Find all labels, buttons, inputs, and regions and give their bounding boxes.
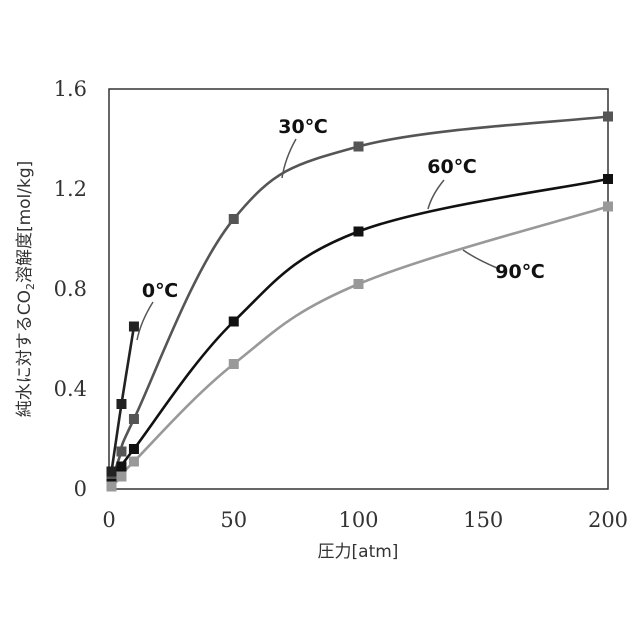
data-point-90c bbox=[354, 279, 364, 289]
data-point-30c bbox=[116, 447, 126, 457]
data-point-90c bbox=[603, 202, 613, 212]
y-tick-label: 0.4 bbox=[54, 377, 87, 401]
x-axis-title: 圧力[atm] bbox=[318, 542, 399, 562]
series-label-leader-0c bbox=[137, 302, 153, 340]
series-lines bbox=[112, 117, 609, 487]
series-label-leader-60c bbox=[428, 180, 444, 209]
x-tick-label: 100 bbox=[338, 508, 378, 532]
data-point-30c bbox=[603, 112, 613, 122]
data-point-60c bbox=[229, 317, 239, 327]
data-point-30c bbox=[129, 414, 139, 424]
series-line-60c bbox=[112, 179, 609, 484]
data-point-30c bbox=[229, 214, 239, 224]
series-label-leader-90c bbox=[463, 250, 497, 268]
x-tick-label: 0 bbox=[102, 508, 115, 532]
series-label-30c: 30℃ bbox=[278, 116, 327, 138]
series-markers bbox=[106, 112, 613, 492]
y-axis-ticks: 0 0.4 0.8 1.2 1.6 bbox=[54, 77, 87, 501]
data-point-30c bbox=[354, 142, 364, 152]
data-point-0c bbox=[116, 399, 126, 409]
x-tick-label: 50 bbox=[220, 508, 247, 532]
series-line-30c bbox=[112, 117, 609, 482]
data-point-0c bbox=[129, 322, 139, 332]
y-axis-title-main: 純水に対するCO bbox=[15, 290, 35, 417]
y-tick-label: 1.6 bbox=[54, 77, 87, 101]
series-label-0c: 0℃ bbox=[142, 280, 178, 302]
data-point-60c bbox=[116, 462, 126, 472]
data-point-0c bbox=[106, 467, 116, 477]
x-tick-label: 150 bbox=[463, 508, 503, 532]
y-tick-label: 0 bbox=[74, 477, 87, 501]
y-axis-title: 純水に対するCO2溶解度[mol/kg] bbox=[15, 161, 37, 418]
data-point-90c bbox=[229, 359, 239, 369]
data-point-90c bbox=[129, 457, 139, 467]
data-point-90c bbox=[106, 482, 116, 492]
x-axis-ticks: 0 50 100 150 200 bbox=[102, 508, 628, 532]
series-label-60c: 60℃ bbox=[427, 156, 476, 178]
data-point-90c bbox=[116, 472, 126, 482]
y-axis-title-subscript: 2 bbox=[24, 283, 37, 290]
x-tick-label: 200 bbox=[588, 508, 628, 532]
data-point-60c bbox=[603, 174, 613, 184]
series-labels: 0℃ 30℃ 60℃ 90℃ bbox=[137, 116, 545, 340]
y-axis-title-unit: 溶解度[mol/kg] bbox=[15, 161, 35, 283]
series-label-90c: 90℃ bbox=[495, 261, 544, 283]
series-line-90c bbox=[112, 207, 609, 487]
data-point-60c bbox=[354, 227, 364, 237]
y-tick-label: 0.8 bbox=[54, 277, 87, 301]
y-tick-label: 1.2 bbox=[54, 177, 87, 201]
data-point-60c bbox=[129, 444, 139, 454]
